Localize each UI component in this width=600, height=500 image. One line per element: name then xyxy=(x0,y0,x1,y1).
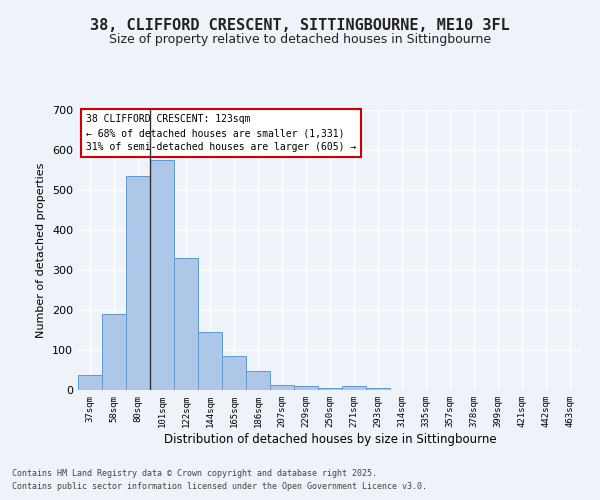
Text: Contains HM Land Registry data © Crown copyright and database right 2025.: Contains HM Land Registry data © Crown c… xyxy=(12,468,377,477)
Bar xyxy=(78,375,102,390)
Bar xyxy=(198,332,222,390)
Bar xyxy=(342,386,366,390)
Y-axis label: Number of detached properties: Number of detached properties xyxy=(37,162,46,338)
Bar xyxy=(294,386,318,390)
Bar xyxy=(318,388,342,390)
Bar xyxy=(174,258,198,390)
Bar xyxy=(270,385,294,390)
Text: Size of property relative to detached houses in Sittingbourne: Size of property relative to detached ho… xyxy=(109,32,491,46)
Text: 38 CLIFFORD CRESCENT: 123sqm
← 68% of detached houses are smaller (1,331)
31% of: 38 CLIFFORD CRESCENT: 123sqm ← 68% of de… xyxy=(86,114,356,152)
Bar xyxy=(102,314,126,390)
Bar xyxy=(126,176,150,390)
Bar xyxy=(246,371,270,390)
Bar xyxy=(222,356,246,390)
Bar xyxy=(150,160,174,390)
Text: 38, CLIFFORD CRESCENT, SITTINGBOURNE, ME10 3FL: 38, CLIFFORD CRESCENT, SITTINGBOURNE, ME… xyxy=(90,18,510,32)
Bar xyxy=(366,388,390,390)
Text: Contains public sector information licensed under the Open Government Licence v3: Contains public sector information licen… xyxy=(12,482,427,491)
X-axis label: Distribution of detached houses by size in Sittingbourne: Distribution of detached houses by size … xyxy=(164,432,496,446)
